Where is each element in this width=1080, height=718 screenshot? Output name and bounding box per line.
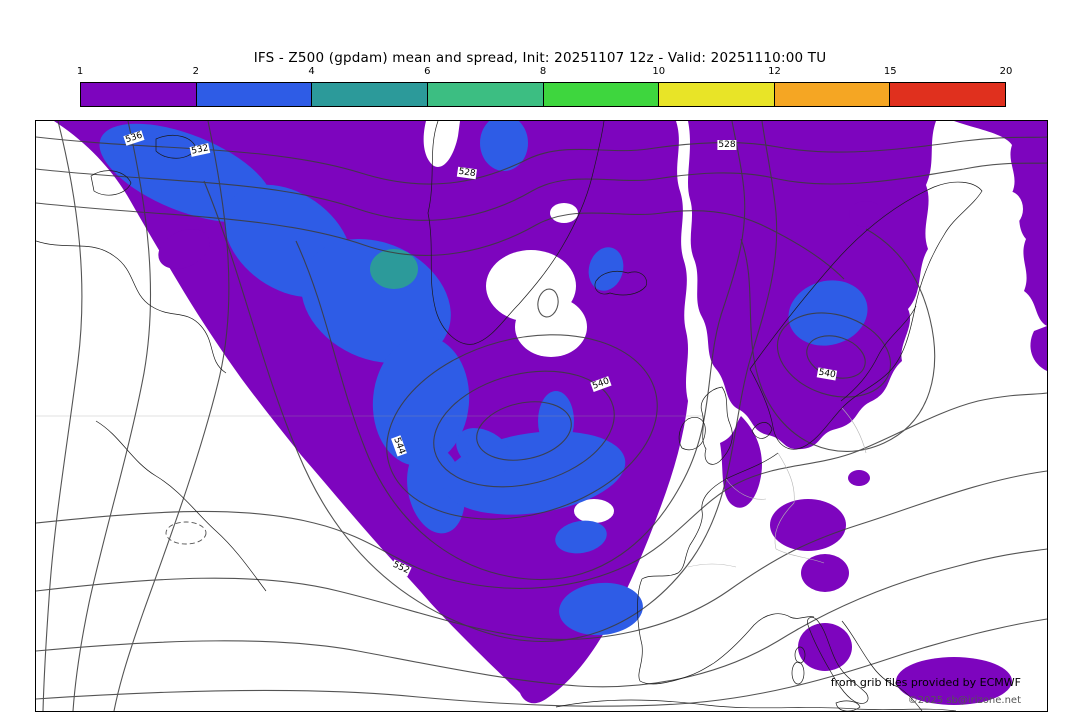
map-svg (36, 121, 1047, 711)
colorbar-tick-label: 10 (652, 66, 666, 77)
purple-blob-baffin (158, 229, 210, 269)
dashed-high-center (165, 521, 207, 545)
colorbar-tick-label: 20 (999, 66, 1013, 77)
blue-mid-atlantic-neck (538, 391, 574, 451)
colorbar-segment (889, 83, 1005, 106)
spread-teal-region (370, 249, 418, 289)
purple-blob-bottom-right (896, 657, 1012, 705)
purple-north-sea-lobe (720, 416, 762, 508)
colorbar-segments (80, 82, 1006, 107)
blue-labrador-arm (372, 336, 470, 466)
chart-title: IFS - Z500 (gpdam) mean and spread, Init… (253, 50, 827, 66)
north-africa-coastline (555, 699, 957, 711)
colorbar-segment (81, 83, 196, 106)
attribution-text: from grib files provided by ECMWF (830, 676, 1021, 689)
colorbar: 1 2 4 6 8 10 12 15 20 (76, 66, 1013, 107)
colorbar-ticks: 1 2 4 6 8 10 12 15 20 (76, 66, 1013, 80)
white-hole-mid-atlantic (574, 499, 614, 523)
purple-right-edge-lobe (1030, 326, 1047, 371)
italy-coastline (807, 617, 869, 704)
colorbar-segment (195, 83, 312, 106)
purple-blob-italy (798, 623, 852, 671)
blue-mid-atlantic-west (456, 428, 512, 474)
great-britain-coastline (700, 386, 733, 465)
colorbar-tick-label: 8 (539, 66, 547, 77)
baltic-coastline (840, 305, 917, 402)
greenland-coastline (427, 121, 605, 345)
white-hole-greenland-sea-2 (515, 297, 587, 357)
colorbar-tick-label: 12 (768, 66, 781, 77)
denmark-coastline (751, 422, 773, 439)
white-hole-small-top (550, 203, 578, 223)
blue-spot-iceland-east (588, 247, 624, 291)
height-contours (36, 121, 1047, 711)
balkan-coastline (841, 620, 923, 711)
west-europe-coastline (637, 452, 815, 685)
coastlines (36, 121, 983, 711)
purple-blob-central-europe (770, 499, 846, 551)
colorbar-tick-label: 4 (308, 66, 315, 77)
country-borders (687, 407, 867, 568)
sardinia-coastline (791, 661, 805, 685)
colorbar-segment (426, 83, 543, 106)
scandinavia-coastline (749, 181, 983, 450)
colorbar-tick-label: 1 (76, 66, 84, 77)
colorbar-segment (658, 83, 774, 106)
purple-blob-small-right (848, 470, 870, 486)
iceland-coastline (594, 270, 647, 296)
colorbar-segment (542, 83, 659, 106)
sicily-coastline (835, 700, 861, 711)
copyright-text: ©2025 sb@irizone.net (907, 695, 1021, 706)
corsica-coastline (794, 646, 806, 664)
ireland-coastline (678, 417, 706, 451)
blue-spot-top (480, 121, 528, 171)
colorbar-segment (773, 83, 890, 106)
purple-blob-alps (801, 554, 849, 592)
spread-white-holes (486, 191, 1023, 523)
purple-blob-top-right (849, 201, 883, 227)
baffin-coastline (36, 240, 227, 374)
purple-far-right-mass (954, 121, 1047, 326)
map-area: 536 532 528 528 544 540 540 552 from grib files… (35, 120, 1048, 712)
white-hole-far-right (993, 191, 1023, 227)
colorbar-tick-label: 15 (883, 66, 897, 77)
blue-spot-south-1 (555, 520, 607, 554)
arctic-island-1 (90, 170, 132, 196)
colorbar-segment (311, 83, 427, 106)
labrador-coastline (95, 420, 267, 592)
colorbar-tick-label: 2 (192, 66, 199, 77)
colorbar-tick-label: 6 (424, 66, 431, 77)
blue-baffin-band (99, 123, 273, 223)
